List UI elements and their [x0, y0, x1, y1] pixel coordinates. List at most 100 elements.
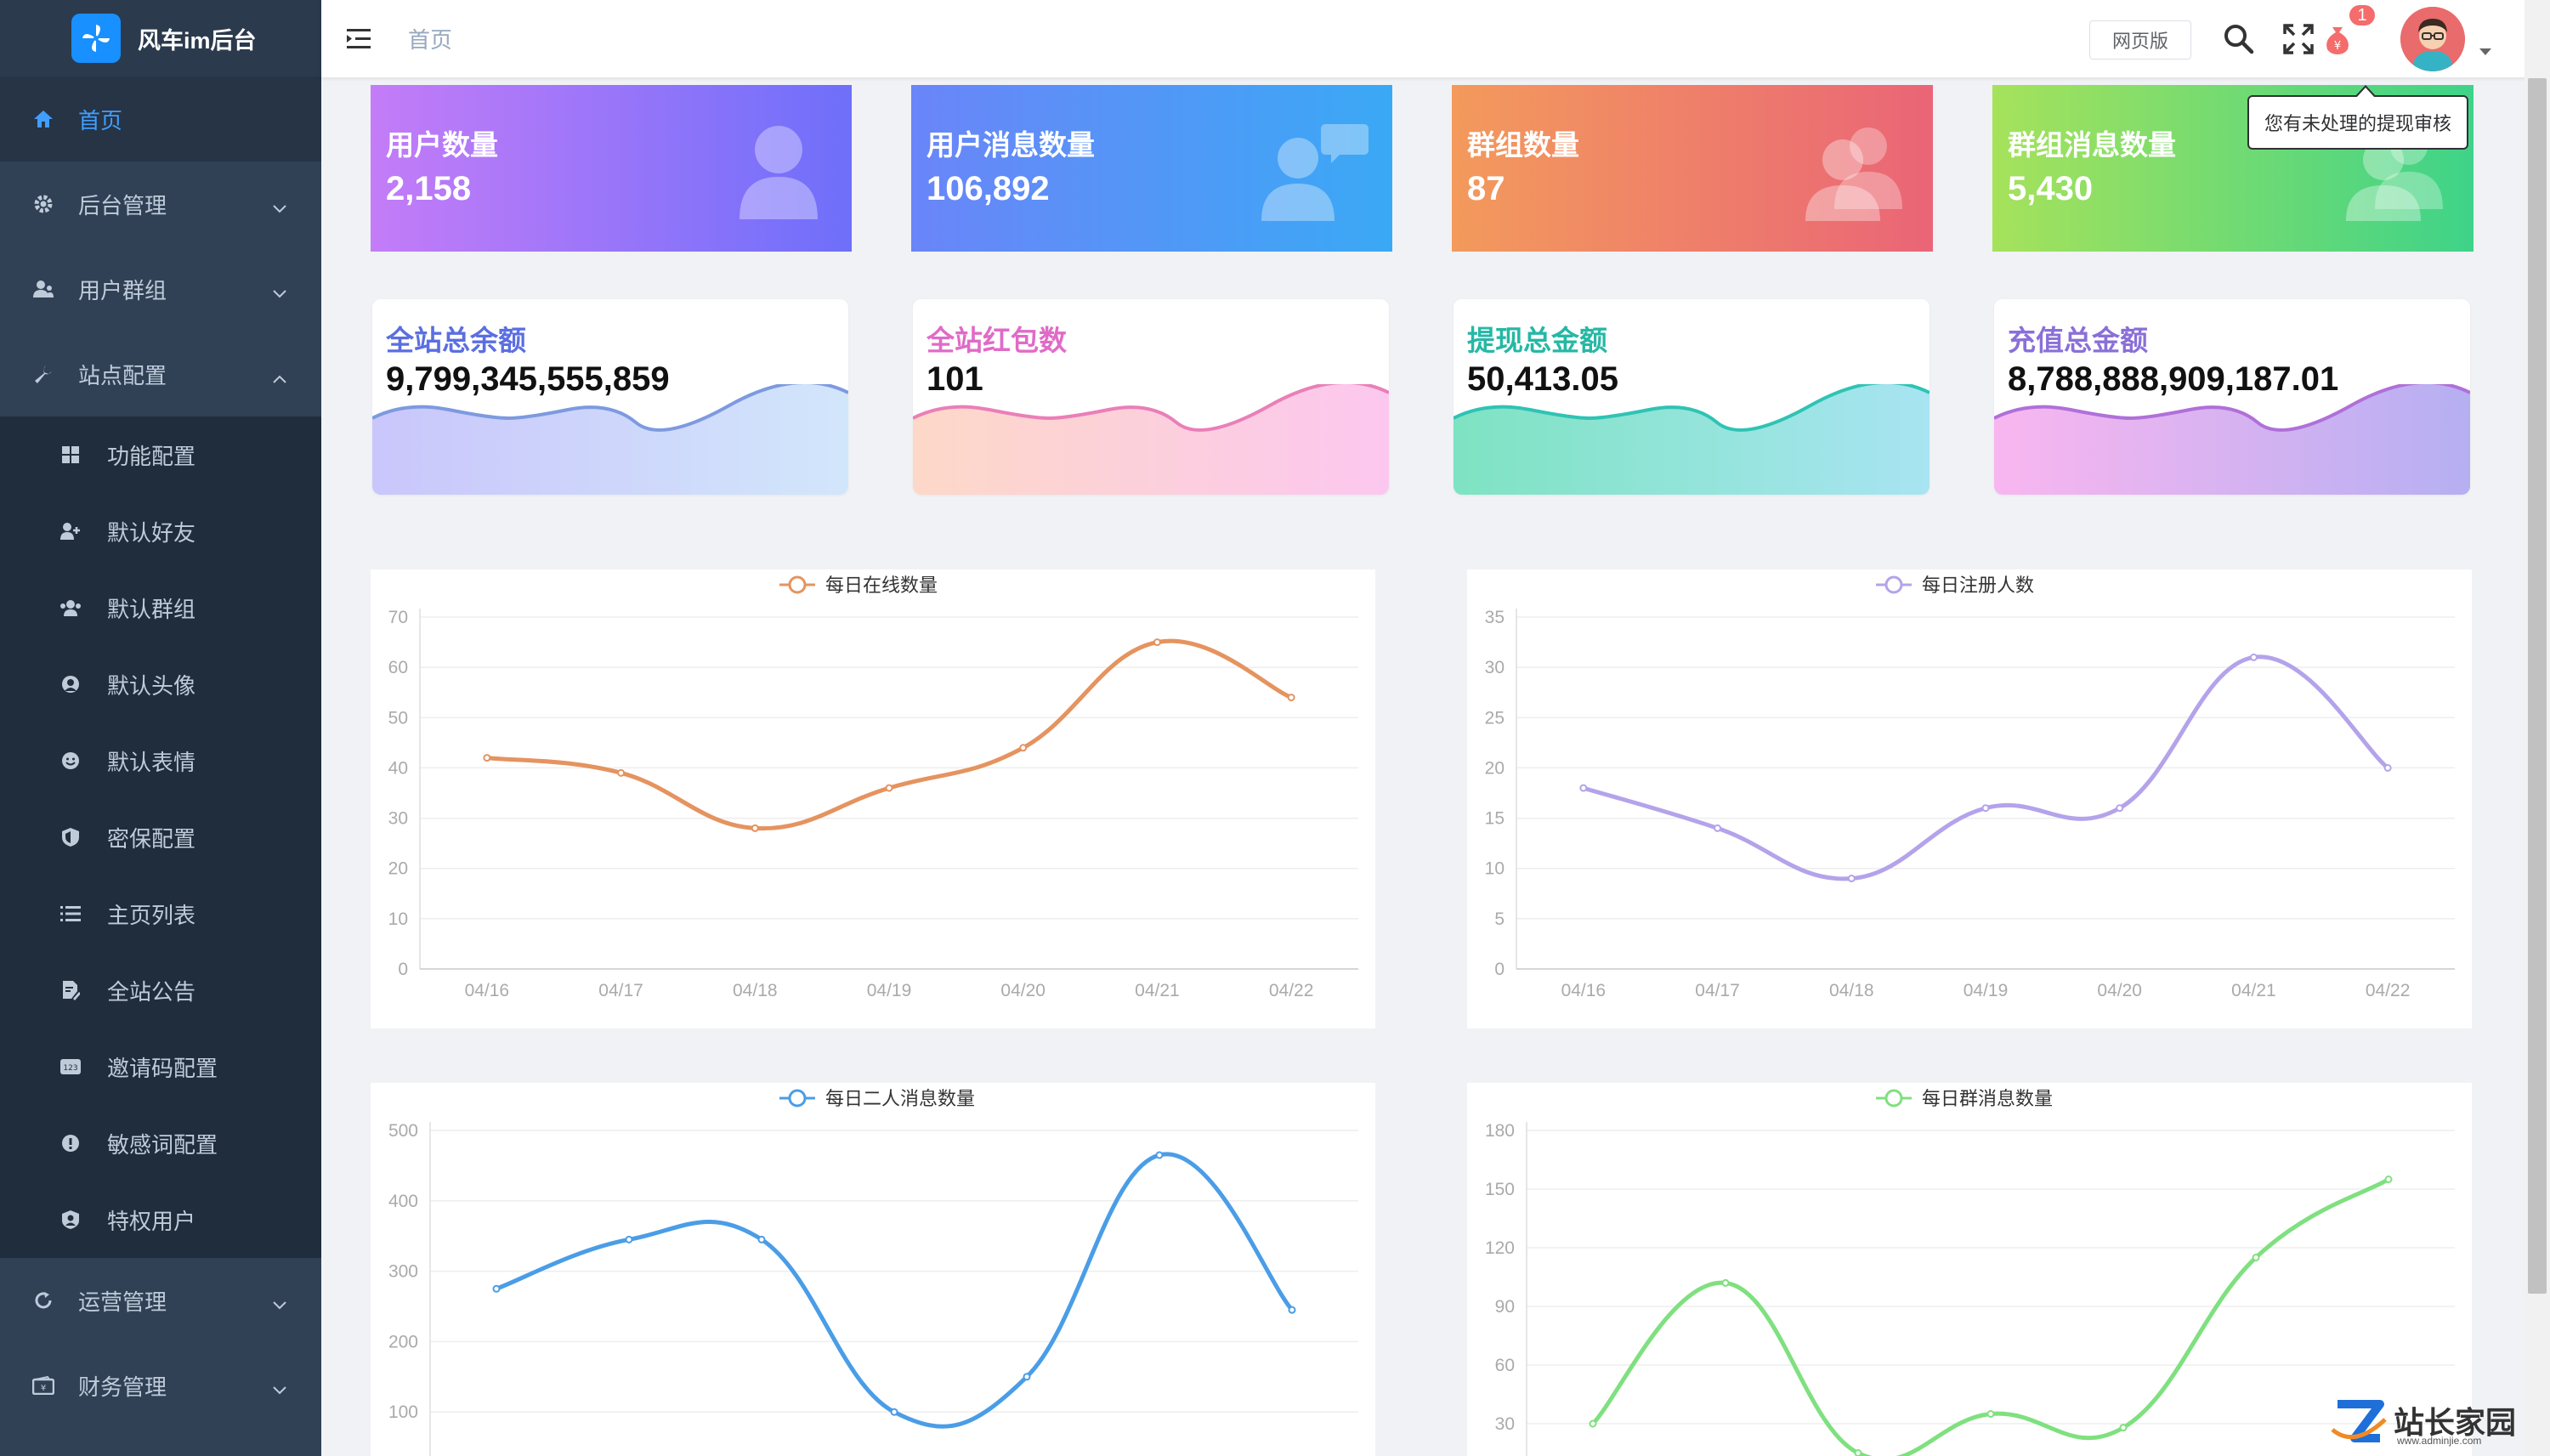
- sidebar-sub-label: 主页列表: [107, 902, 196, 928]
- sidebar-sub-announcement[interactable]: 全站公告: [0, 952, 321, 1028]
- scrollbar-thumb[interactable]: [2528, 78, 2547, 1294]
- data-point[interactable]: [885, 784, 893, 792]
- watermark-url: www.adminjie.com: [2397, 1435, 2482, 1447]
- sidebar-sub-invite-code[interactable]: 123 邀请码配置: [0, 1028, 321, 1105]
- data-point[interactable]: [1714, 824, 1722, 832]
- sidebar-item-label: 用户群组: [78, 277, 167, 303]
- legend-marker: [788, 575, 807, 594]
- y-tick-label: 150: [1485, 1180, 1515, 1199]
- data-point[interactable]: [757, 1235, 766, 1244]
- stat-label: 用户数量: [386, 129, 498, 161]
- y-tick-label: 25: [1485, 708, 1504, 728]
- data-point[interactable]: [1579, 784, 1588, 792]
- sidebar-sub-default-emoji[interactable]: 默认表情: [0, 722, 321, 799]
- sidebar-item-site-config[interactable]: 站点配置: [0, 331, 321, 416]
- sidebar-item-operations[interactable]: 运营管理: [0, 1258, 321, 1343]
- chart-legend[interactable]: 每日在线数量: [779, 575, 938, 596]
- chart-legend[interactable]: 每日群消息数量: [1876, 1088, 2053, 1109]
- sidebar-item-finance[interactable]: ¥ 财务管理: [0, 1343, 321, 1428]
- x-tick-label: 04/19: [1964, 981, 2009, 1000]
- data-point[interactable]: [1288, 1306, 1296, 1314]
- chevron-down-icon: [272, 1290, 287, 1317]
- sidebar-sub-privileged-users[interactable]: 特权用户: [0, 1181, 321, 1258]
- sidebar-item-home[interactable]: 首页: [0, 76, 321, 161]
- sidebar-sub-label: 默认头像: [107, 672, 196, 699]
- legend-marker: [1884, 1089, 1903, 1108]
- page-scrollbar[interactable]: [2524, 0, 2550, 1456]
- user-avatar[interactable]: [2400, 7, 2465, 71]
- data-point[interactable]: [1155, 1151, 1164, 1159]
- data-point[interactable]: [2116, 804, 2124, 813]
- data-point[interactable]: [1854, 1449, 1862, 1456]
- data-point[interactable]: [751, 824, 759, 832]
- total-withdraw-card: 提现总金额 50,413.05: [1454, 299, 1930, 495]
- data-point[interactable]: [2384, 1176, 2393, 1183]
- menu-fold-icon[interactable]: [347, 27, 374, 51]
- web-version-button[interactable]: 网页版: [2089, 20, 2191, 59]
- data-point[interactable]: [1019, 744, 1028, 752]
- legend-label: 每日二人消息数量: [825, 1088, 975, 1109]
- sidebar-sub-default-group[interactable]: 默认群组: [0, 569, 321, 646]
- x-tick-label: 04/21: [1135, 981, 1180, 1000]
- chart-legend[interactable]: 每日注册人数: [1876, 575, 2034, 596]
- data-point[interactable]: [492, 1284, 501, 1293]
- data-point[interactable]: [2383, 763, 2392, 772]
- y-tick-label: 200: [388, 1332, 418, 1351]
- breadcrumb[interactable]: 首页: [408, 27, 453, 53]
- legend-label: 每日在线数量: [825, 575, 938, 596]
- chart-daily-registrations: 每日注册人数 0 5 10 15 20 25 30 35 04/16 04/17 04/18 04/19…: [1467, 569, 2472, 1028]
- total-recharge-card: 充值总金额 8,788,888,909,187.01: [1994, 299, 2470, 495]
- data-point[interactable]: [1153, 638, 1161, 647]
- data-point[interactable]: [483, 754, 491, 762]
- y-tick-label: 5: [1494, 909, 1504, 929]
- sidebar-sub-feature-config[interactable]: 功能配置: [0, 416, 321, 493]
- refresh-icon: [31, 1288, 56, 1313]
- data-point[interactable]: [1847, 875, 1856, 883]
- data-point[interactable]: [625, 1235, 633, 1244]
- wave-decoration: [1454, 384, 1930, 495]
- fullscreen-icon[interactable]: [2281, 22, 2315, 56]
- sidebar-sub-home-list[interactable]: 主页列表: [0, 875, 321, 952]
- grid-icon: [60, 444, 82, 466]
- data-point[interactable]: [2249, 653, 2258, 661]
- sidebar-item-user-groups[interactable]: 用户群组: [0, 246, 321, 331]
- money-bag-icon[interactable]: ¥: [2320, 22, 2354, 56]
- chevron-up-icon: [272, 364, 287, 390]
- data-point[interactable]: [890, 1408, 898, 1416]
- data-point[interactable]: [1981, 804, 1990, 813]
- data-point[interactable]: [1721, 1278, 1730, 1287]
- sidebar: 风车im后台 首页 后台管理 用户群组 站点配置 功能配置 默认好友 默认群组 …: [0, 0, 321, 1456]
- sidebar-item-label: 首页: [78, 107, 123, 133]
- sidebar-sub-sensitive-words[interactable]: 敏感词配置: [0, 1105, 321, 1181]
- svg-text:¥: ¥: [2334, 40, 2341, 53]
- search-icon[interactable]: [2222, 22, 2256, 56]
- y-tick-label: 100: [388, 1402, 418, 1422]
- data-point[interactable]: [1589, 1419, 1597, 1428]
- sidebar-item-admin[interactable]: 后台管理: [0, 161, 321, 246]
- wallet-icon: ¥: [31, 1373, 56, 1398]
- data-point[interactable]: [617, 768, 626, 777]
- legend-label: 每日群消息数量: [1922, 1088, 2053, 1109]
- y-tick-label: 60: [388, 658, 408, 677]
- data-point[interactable]: [2119, 1424, 2128, 1432]
- caret-down-icon[interactable]: [2479, 48, 2492, 56]
- x-tick-label: 04/18: [1829, 981, 1874, 1000]
- sidebar-sub-security-config[interactable]: 密保配置: [0, 799, 321, 875]
- y-tick-label: 500: [388, 1121, 418, 1141]
- total-value: 8,788,888,909,187.01: [2008, 360, 2339, 398]
- sidebar-sub-default-friend[interactable]: 默认好友: [0, 493, 321, 569]
- data-point[interactable]: [1287, 694, 1295, 702]
- x-tick-label: 04/20: [2097, 981, 2142, 1000]
- sidebar-item-label: 后台管理: [78, 192, 167, 218]
- chart-legend[interactable]: 每日二人消息数量: [779, 1088, 975, 1109]
- data-point[interactable]: [2252, 1254, 2260, 1261]
- series-line: [486, 638, 1293, 831]
- y-tick-label: 35: [1485, 608, 1504, 627]
- site-config-submenu: 功能配置 默认好友 默认群组 默认头像 默认表情 密保配置 主页列表 全站公告 …: [0, 416, 321, 1258]
- data-point[interactable]: [1986, 1410, 1995, 1418]
- sidebar-sub-default-avatar[interactable]: 默认头像: [0, 646, 321, 722]
- data-point[interactable]: [1023, 1373, 1031, 1381]
- sidebar-sub-label: 默认表情: [107, 749, 196, 775]
- x-tick-label: 04/20: [1000, 981, 1046, 1000]
- logo[interactable]: 风车im后台: [0, 0, 321, 76]
